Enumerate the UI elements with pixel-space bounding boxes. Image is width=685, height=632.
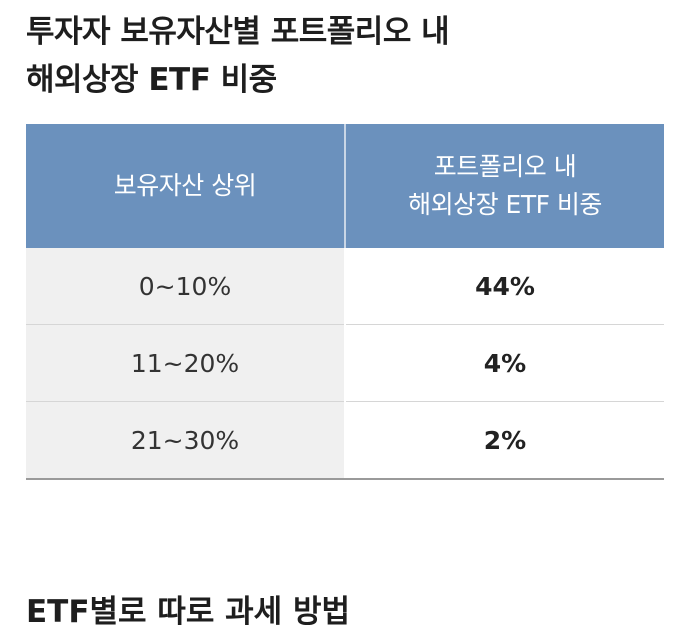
row-share-cell: 2%: [345, 401, 664, 480]
row-share-cell: 44%: [345, 248, 664, 325]
header-asset-rank-label: 보유자산 상위: [113, 171, 257, 200]
row-range-cell: 21~30%: [26, 401, 346, 480]
row-range-cell: 0~10%: [26, 248, 346, 325]
page-title: 투자자 보유자산별 포트폴리오 내 해외상장 ETF 비중: [26, 8, 666, 104]
header-etf-share: 포트폴리오 내 해외상장 ETF 비중: [345, 124, 664, 248]
etf-share-table: 보유자산 상위 포트폴리오 내 해외상장 ETF 비중 0~10% 44% 11…: [26, 124, 664, 480]
header-asset-rank: 보유자산 상위: [26, 124, 346, 248]
title-line-2: 해외상장 ETF 비중: [26, 62, 277, 98]
table-row: 21~30% 2%: [26, 401, 664, 480]
row-range-cell: 11~20%: [26, 324, 346, 402]
row-share-cell: 4%: [345, 324, 664, 402]
table-header-row: 보유자산 상위 포트폴리오 내 해외상장 ETF 비중: [26, 124, 664, 248]
table-row: 11~20% 4%: [26, 324, 664, 402]
header-etf-share-line-1: 포트폴리오 내: [433, 152, 577, 181]
header-etf-share-line-2: 해외상장 ETF 비중: [408, 190, 602, 219]
table-row: 0~10% 44%: [26, 248, 664, 325]
next-section-heading: ETF별로 따로 과세 방법: [26, 594, 351, 630]
title-line-1: 투자자 보유자산별 포트폴리오 내: [26, 14, 450, 50]
